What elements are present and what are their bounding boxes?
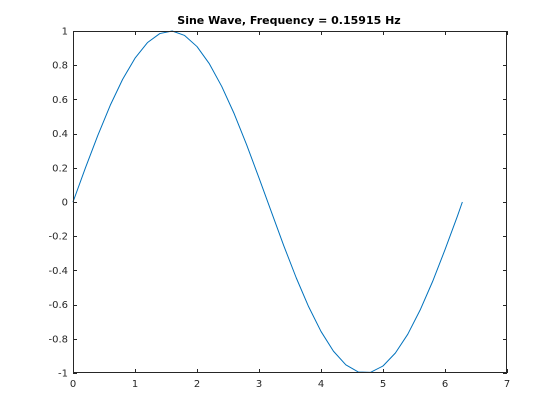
x-axis: 0 1 2 3 4 5 6 7 [70, 31, 510, 390]
y-tick-label: -0.8 [48, 334, 68, 345]
series-layer [72, 30, 463, 373]
plot-area [73, 31, 507, 373]
y-tick-label: 0.4 [52, 129, 68, 140]
x-tick-label: 2 [194, 379, 200, 390]
x-tick-label: 0 [70, 379, 76, 390]
x-tick-label: 6 [442, 379, 448, 390]
y-tick-label: -0.6 [48, 300, 68, 311]
y-tick-label: -0.2 [48, 232, 68, 243]
y-tick-label: -1 [58, 369, 68, 380]
y-tick-label: 0 [62, 198, 68, 209]
y-tick-label: 0.2 [52, 163, 68, 174]
y-tick-label: 0.8 [52, 61, 68, 72]
chart-title: Sine Wave, Frequency = 0.15915 Hz [177, 14, 400, 27]
x-tick-label: 3 [256, 379, 262, 390]
x-tick-label: 1 [132, 379, 138, 390]
y-axis: -1 -0.8 -0.6 -0.4 -0.2 0 0.2 0.4 0.6 0.8 1 [48, 27, 507, 380]
x-tick-label: 7 [504, 379, 510, 390]
x-tick-label: 5 [380, 379, 386, 390]
series-line [72, 30, 463, 373]
y-tick-label: -0.4 [48, 266, 68, 277]
y-tick-label: 0.6 [52, 95, 68, 106]
y-tick-label: 1 [62, 27, 68, 38]
x-tick-label: 4 [318, 379, 324, 390]
